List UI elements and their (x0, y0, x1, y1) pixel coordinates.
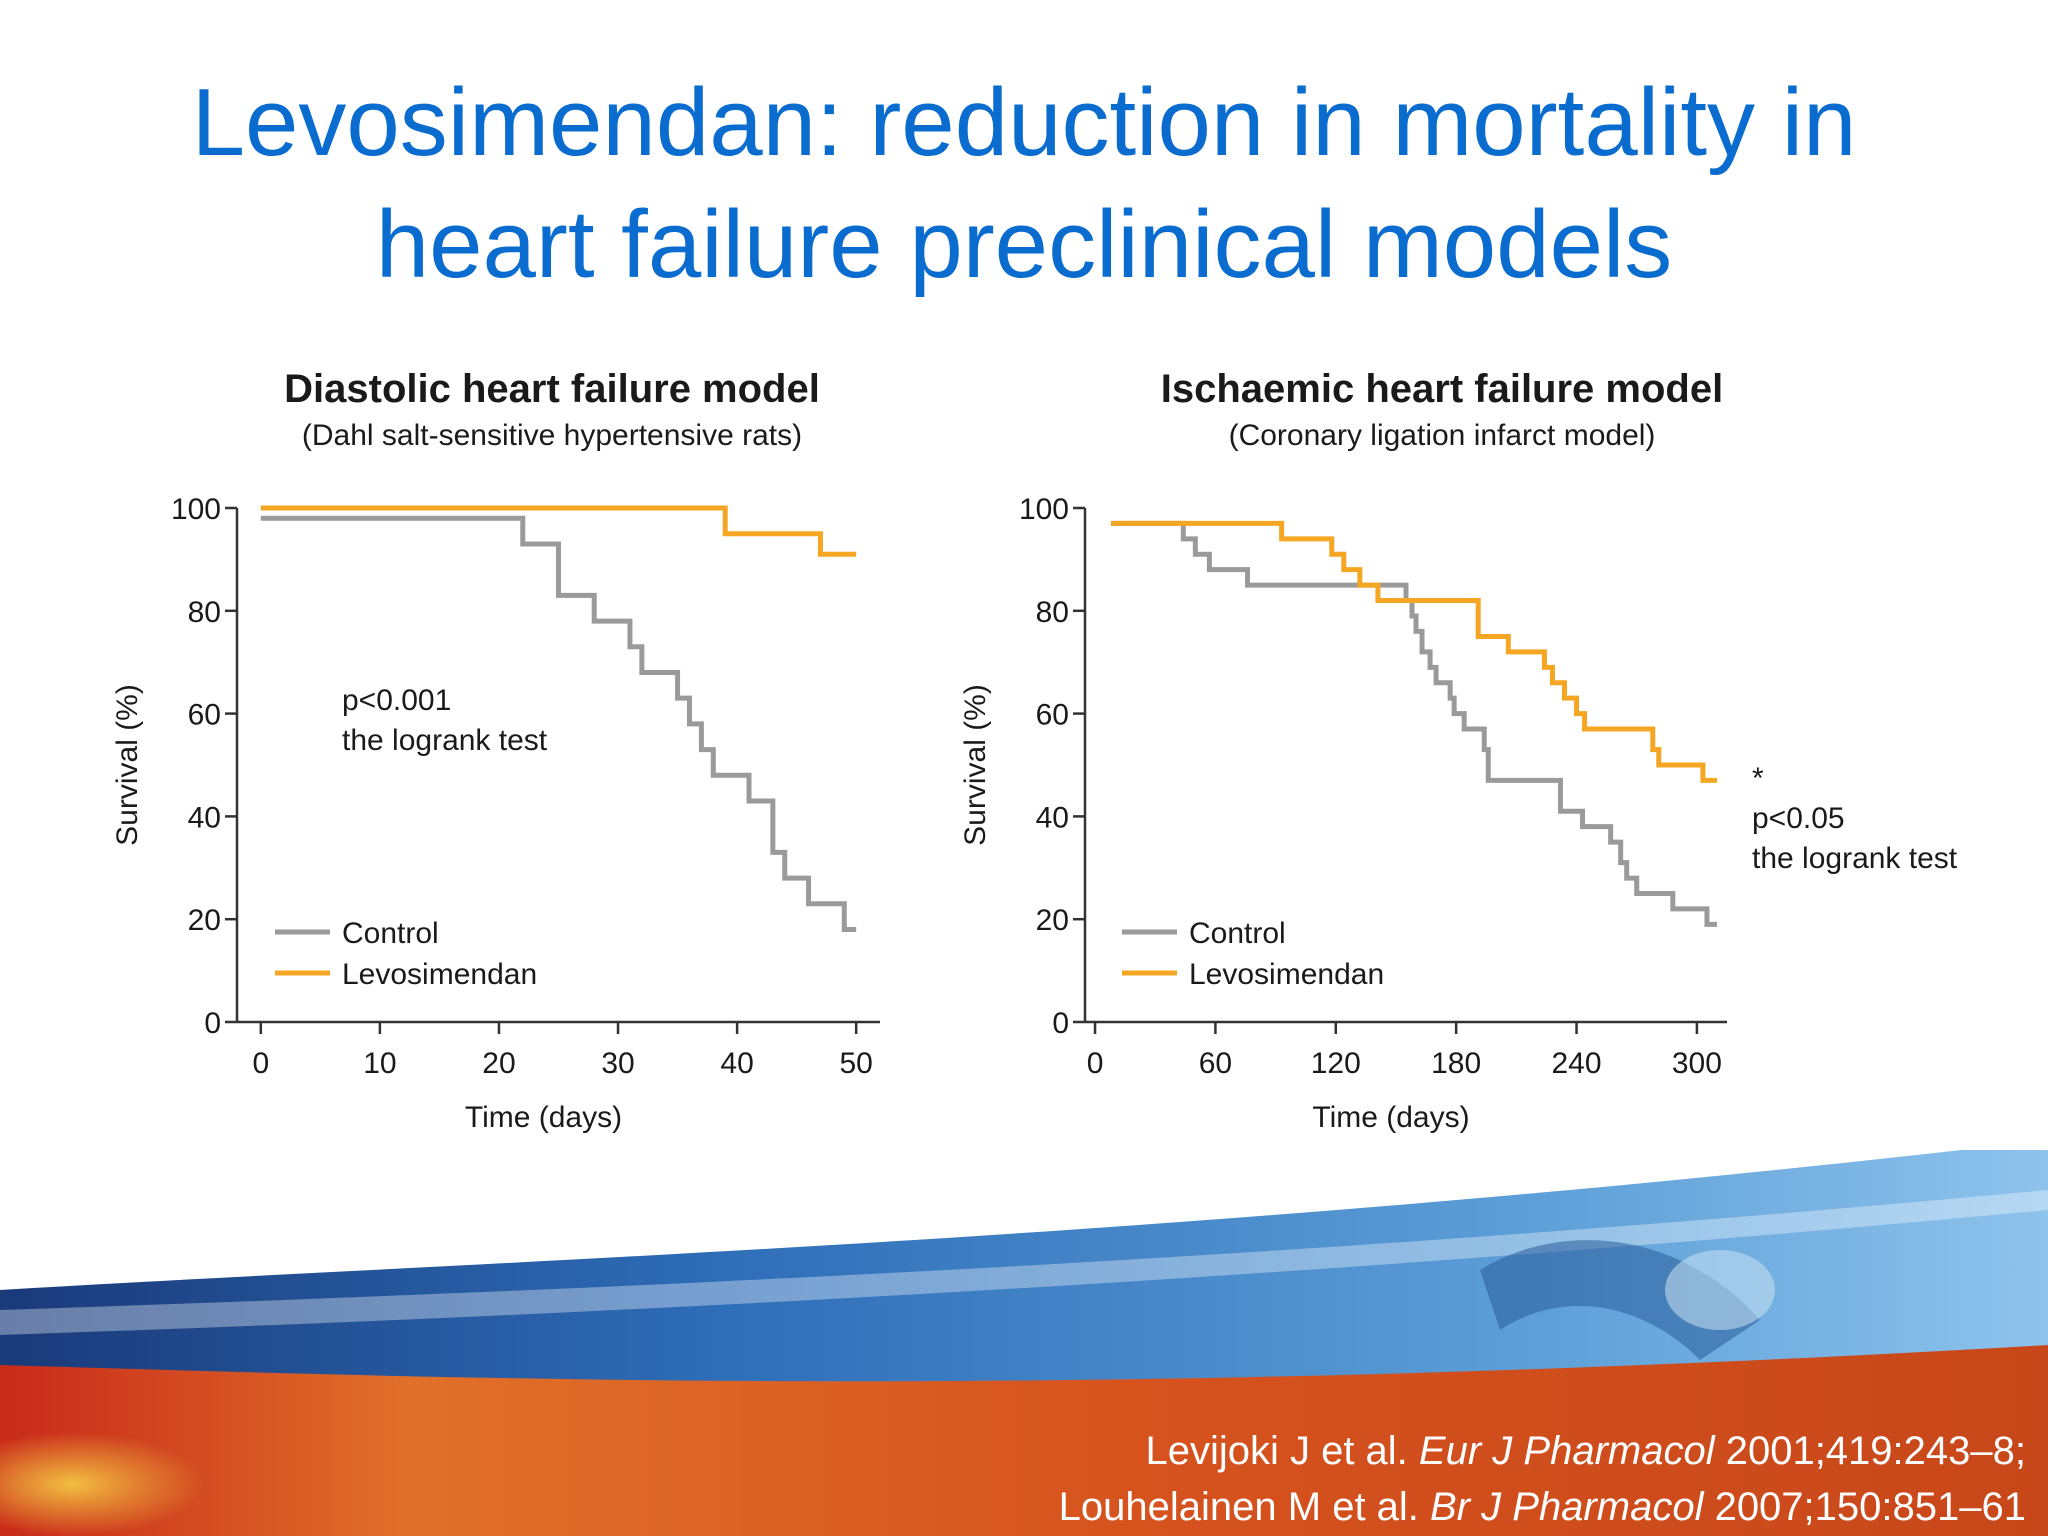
chart1-y-tick-label: 60 (188, 699, 221, 732)
chart1-title: Diastolic heart failure model (284, 367, 820, 411)
chart2-series-control (1111, 520, 1717, 927)
chart2-legend-label-control: Control (1189, 917, 1286, 950)
chart2-y-tick-label: 40 (1036, 801, 1069, 834)
chart1-x-tick-label: 50 (839, 1047, 872, 1080)
chart1-series-levosimendan (260, 505, 857, 557)
chart1-y-axis-label: Survival (%) (111, 684, 144, 846)
chart2-x-axis-label: Time (days) (1312, 1101, 1469, 1134)
chart1-legend-label-control: Control (342, 917, 439, 950)
footer-banner (0, 1150, 2048, 1536)
chart2-y-tick-label: 60 (1036, 699, 1069, 732)
chart2-subtitle: (Coronary ligation infarct model) (1229, 419, 1656, 452)
chart1-x-tick-label: 20 (482, 1047, 515, 1080)
chart2-x-tick-label: 240 (1552, 1047, 1602, 1080)
chart1-x-tick-label: 10 (363, 1047, 396, 1080)
chart2-y-tick-label: 20 (1036, 904, 1069, 937)
chart1-x-tick-label: 40 (720, 1047, 753, 1080)
chart1-x-tick-label: 0 (252, 1047, 269, 1080)
chart2-annotation: * (1752, 762, 1764, 795)
chart1-x-axis-label: Time (days) (465, 1101, 622, 1134)
chart1-annotation: p<0.001 (342, 684, 451, 717)
title-line-1: Levosimendan: reduction in mortality in (191, 69, 1857, 176)
chart2-x-tick-label: 180 (1431, 1047, 1481, 1080)
chart2-x-tick-label: 60 (1199, 1047, 1232, 1080)
page-title: Levosimendan: reduction in mortality in … (0, 62, 2048, 306)
chart1-y-tick-label: 100 (171, 493, 221, 526)
chart1-legend-label-levosimendan: Levosimendan (342, 958, 537, 991)
chart1-y-tick-label: 0 (204, 1007, 221, 1040)
chart1-y-tick-label: 20 (188, 904, 221, 937)
citation: Levijoki J et al. Eur J Pharmacol 2001;4… (1059, 1423, 2026, 1535)
chart2-y-tick-label: 80 (1036, 596, 1069, 629)
title-line-2: heart failure preclinical models (375, 191, 1673, 298)
chart2-y-tick-label: 0 (1052, 1007, 1069, 1040)
chart1-x-tick-label: 30 (601, 1047, 634, 1080)
chart2-x-tick-label: 0 (1087, 1047, 1104, 1080)
chart1-annotation: the logrank test (342, 724, 548, 757)
chart2-y-tick-label: 100 (1019, 493, 1069, 526)
chart2-annotation: p<0.05 (1752, 802, 1845, 835)
chart2-x-tick-label: 300 (1672, 1047, 1722, 1080)
chart2-y-axis-label: Survival (%) (959, 684, 992, 846)
chart1-y-tick-label: 40 (188, 801, 221, 834)
chart2-series-levosimendan (1111, 520, 1717, 783)
chart2-annotation: the logrank test (1752, 842, 1958, 875)
chart2-legend-label-levosimendan: Levosimendan (1189, 958, 1384, 991)
citation-line-2: Louhelainen M et al. Br J Pharmacol 2007… (1058, 1485, 2026, 1529)
chart2-x-tick-label: 120 (1311, 1047, 1361, 1080)
chart1-subtitle: (Dahl salt-sensitive hypertensive rats) (302, 419, 802, 452)
chart1-series-control (260, 515, 857, 932)
chart2-title: Ischaemic heart failure model (1161, 367, 1723, 411)
citation-line-1: Levijoki J et al. Eur J Pharmacol 2001;4… (1145, 1429, 2026, 1473)
chart1-y-tick-label: 80 (188, 596, 221, 629)
